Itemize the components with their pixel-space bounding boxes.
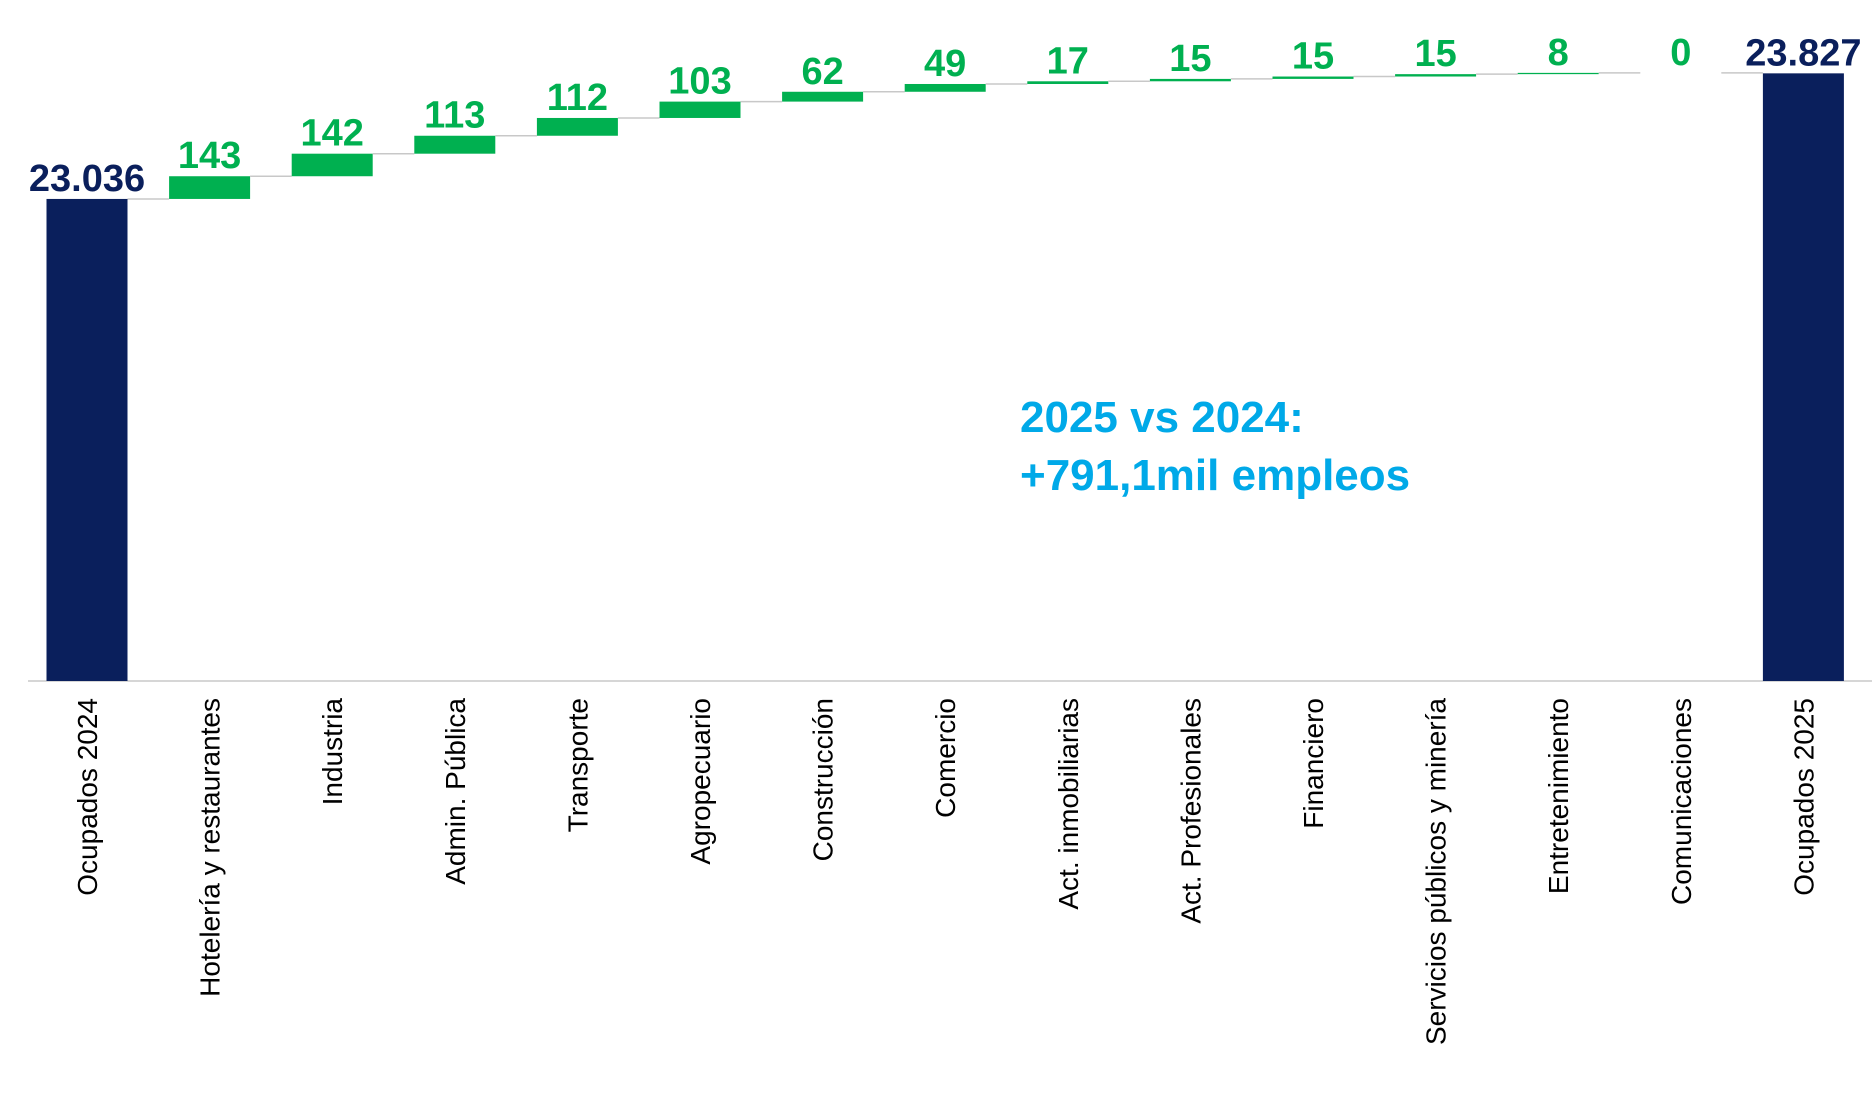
bar [169, 176, 251, 199]
bar [291, 153, 373, 177]
bar [1762, 73, 1844, 682]
x-tick-label: Comercio [930, 698, 961, 818]
value-label: 23.827 [1745, 32, 1861, 74]
annotation: 2025 vs 2024: [1020, 393, 1304, 442]
x-tick-label: Entretenimiento [1543, 698, 1574, 894]
value-label: 112 [547, 77, 608, 119]
annotation: +791,1mil empleos [1020, 451, 1410, 500]
bar [46, 198, 128, 681]
x-tick-label: Act. Profesionales [1175, 698, 1206, 924]
bar [1272, 76, 1354, 79]
x-tick-label: Ocupados 2025 [1788, 698, 1819, 896]
value-label: 49 [924, 43, 966, 85]
x-tick-label: Agropecuario [685, 698, 716, 865]
x-tick-label: Comunicaciones [1666, 698, 1697, 905]
x-tick-label: Hotelería y restaurantes [195, 698, 226, 997]
value-label: 15 [1169, 38, 1211, 80]
value-label: 113 [424, 95, 485, 137]
x-tick-label: Servicios públicos y minería [1421, 698, 1452, 1045]
x-tick-label: Ocupados 2024 [72, 698, 103, 896]
value-label: 17 [1047, 40, 1089, 82]
bar [782, 91, 864, 102]
value-label: 0 [1670, 32, 1691, 74]
bar [904, 83, 986, 92]
value-label: 143 [178, 135, 241, 177]
bar [536, 117, 618, 136]
value-label: 142 [300, 113, 363, 155]
bar [659, 101, 741, 118]
value-label: 15 [1414, 33, 1456, 75]
bar [1027, 81, 1109, 84]
x-tick-label: Act. inmobiliarias [1053, 698, 1084, 910]
x-tick-label: Financiero [1298, 698, 1329, 829]
bar [1149, 78, 1231, 82]
bar [1517, 72, 1599, 75]
bar [414, 135, 496, 154]
x-tick-label: Construcción [808, 698, 839, 861]
bar [1395, 74, 1477, 77]
x-tick-label: Transporte [562, 698, 593, 832]
x-tick-label: Admin. Pública [440, 698, 471, 885]
value-label: 23.036 [29, 158, 145, 200]
value-label: 8 [1548, 32, 1569, 74]
value-label: 103 [668, 61, 731, 103]
x-tick-label: Industria [317, 698, 348, 806]
value-label: 15 [1292, 36, 1334, 78]
value-label: 62 [801, 51, 843, 93]
